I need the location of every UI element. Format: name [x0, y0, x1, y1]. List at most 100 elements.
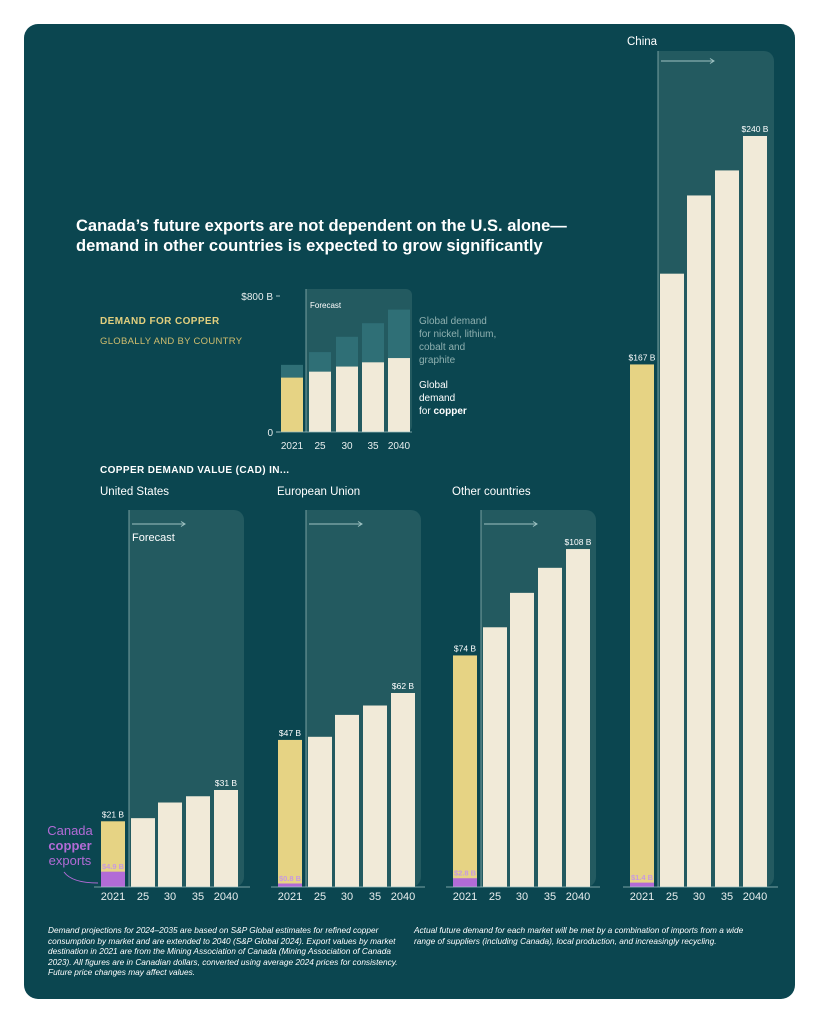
european-union-value-label: $62 B: [392, 681, 415, 691]
overview-bar-copper: [281, 377, 303, 432]
other-countries-bar: [566, 549, 590, 887]
united-states-forecast-panel: [98, 510, 244, 887]
china-bar: [630, 364, 654, 887]
overview-x-tick-label: 25: [314, 441, 326, 452]
overview-x-tick-label: 30: [341, 441, 353, 452]
legend-copper-line: Global: [419, 380, 448, 391]
footnote-right: Actual future demand for each market wil…: [414, 925, 744, 946]
china-x-tick-label: 2040: [743, 891, 767, 903]
overview-bar-minerals: [388, 309, 410, 359]
united-states-forecast-arrow-head: [180, 521, 186, 527]
overview-forecast-label: Forecast: [310, 301, 342, 310]
canada-label-line-3: exports: [49, 853, 92, 868]
china-x-tick-label: 35: [721, 891, 733, 903]
united-states-x-tick-label: 2021: [101, 891, 125, 903]
united-states-x-tick-label: 30: [164, 891, 176, 903]
china-value-label: $167 B: [629, 352, 656, 362]
overview-bar-minerals: [336, 336, 358, 367]
headline-line-1: Canada’s future exports are not dependen…: [76, 217, 567, 235]
other-countries-x-tick-label: 30: [516, 891, 528, 903]
other-countries-x-tick-label: 2040: [566, 891, 590, 903]
overview-bar-minerals: [362, 323, 384, 363]
other-countries-bar: [538, 567, 562, 887]
overview-x-tick-label: 35: [367, 441, 379, 452]
european-union-canada-exports-label: $0.8 B: [279, 874, 302, 883]
legend-copper-bold: copper: [433, 406, 466, 417]
overview-label-subtitle: GLOBALLY AND BY COUNTRY: [100, 336, 243, 347]
united-states-bar: [158, 802, 182, 887]
section-title: COPPER DEMAND VALUE (CAD) IN...: [100, 465, 290, 476]
china-value-label: $240 B: [742, 124, 769, 134]
overview-bar-minerals: [309, 352, 331, 372]
united-states-chart-title: United States: [100, 486, 169, 498]
other-countries-forecast-arrow: [484, 521, 538, 527]
china-bar: [660, 273, 684, 887]
united-states-value-label: $31 B: [215, 778, 238, 788]
overview-x-tick-label: 2021: [281, 441, 304, 452]
overview-bar-copper: [362, 362, 384, 432]
china-canada-exports-bar: [630, 882, 654, 887]
canada-label-pointer: [63, 871, 99, 884]
china-forecast-arrow: [661, 58, 715, 64]
european-union-canada-exports-bar: [278, 883, 302, 887]
european-union-x-tick-label: 2040: [391, 891, 415, 903]
footnote-left: Demand projections for 2024–2035 are bas…: [48, 925, 398, 978]
other-countries-bar: [483, 627, 507, 887]
legend-copper: Global demand for copper: [419, 380, 467, 417]
china-forecast-arrow-head: [709, 58, 715, 64]
china-canada-exports-label: $1.4 B: [631, 873, 654, 882]
european-union-x-tick-label: 35: [369, 891, 381, 903]
legend-copper-line: demand: [419, 393, 455, 404]
other-countries-chart-title: Other countries: [452, 486, 531, 498]
overview-x-tick-label: 2040: [388, 441, 411, 452]
other-countries-canada-exports-bar: [453, 878, 477, 887]
china-bar: [743, 136, 767, 887]
overview-bar-copper: [309, 371, 331, 432]
united-states-bar: [186, 796, 210, 887]
china-x-tick-label: 25: [666, 891, 678, 903]
legend-copper-line: for: [419, 406, 433, 417]
european-union-bar: [391, 692, 415, 887]
other-countries-x-tick-label: 35: [544, 891, 556, 903]
overview-label-title: DEMAND FOR COPPER: [100, 316, 220, 327]
european-union-x-tick-label: 2021: [278, 891, 302, 903]
united-states-forecast-label: Forecast: [132, 532, 175, 544]
united-states-bar: [214, 789, 238, 887]
other-countries-value-label: $108 B: [565, 537, 592, 547]
overview-bar-copper: [336, 366, 358, 432]
european-union-bar: [308, 736, 332, 887]
headline-line-2: demand in other countries is expected to…: [76, 237, 543, 255]
european-union-x-tick-label: 30: [341, 891, 353, 903]
canada-label-line-1: Canada: [47, 823, 93, 838]
united-states-x-tick-label: 35: [192, 891, 204, 903]
legend-minerals: Global demand for nickel, lithium, cobalt …: [419, 316, 496, 366]
china-chart-title: China: [627, 36, 658, 48]
legend-minerals-line: Global demand: [419, 316, 487, 327]
united-states-canada-exports-label: $4.9 B: [102, 862, 125, 871]
china-bar: [687, 195, 711, 887]
united-states-canada-exports-bar: [101, 871, 125, 887]
other-countries-value-label: $74 B: [454, 643, 477, 653]
european-union-forecast-arrow: [309, 521, 363, 527]
china-bar: [715, 170, 739, 887]
legend-minerals-line: for nickel, lithium,: [419, 329, 496, 340]
china-x-tick-label: 2021: [630, 891, 654, 903]
united-states-x-tick-label: 2040: [214, 891, 238, 903]
canada-label-line-2: copper: [48, 838, 91, 853]
headline: Canada’s future exports are not dependen…: [76, 216, 596, 256]
european-union-bar: [278, 739, 302, 887]
european-union-bar: [335, 714, 359, 887]
other-countries-bar: [510, 592, 534, 887]
legend-minerals-line: graphite: [419, 355, 456, 366]
other-countries-canada-exports-label: $2.8 B: [454, 869, 477, 878]
other-countries-x-tick-label: 2021: [453, 891, 477, 903]
united-states-x-tick-label: 25: [137, 891, 149, 903]
united-states-value-label: $21 B: [102, 809, 125, 819]
european-union-value-label: $47 B: [279, 728, 302, 738]
united-states-bar: [131, 818, 155, 887]
overview-ytick-label: 0: [267, 428, 273, 439]
overview-ytick-label: $800 B: [241, 292, 273, 303]
other-countries-forecast-arrow-head: [532, 521, 538, 527]
european-union-x-tick-label: 25: [314, 891, 326, 903]
